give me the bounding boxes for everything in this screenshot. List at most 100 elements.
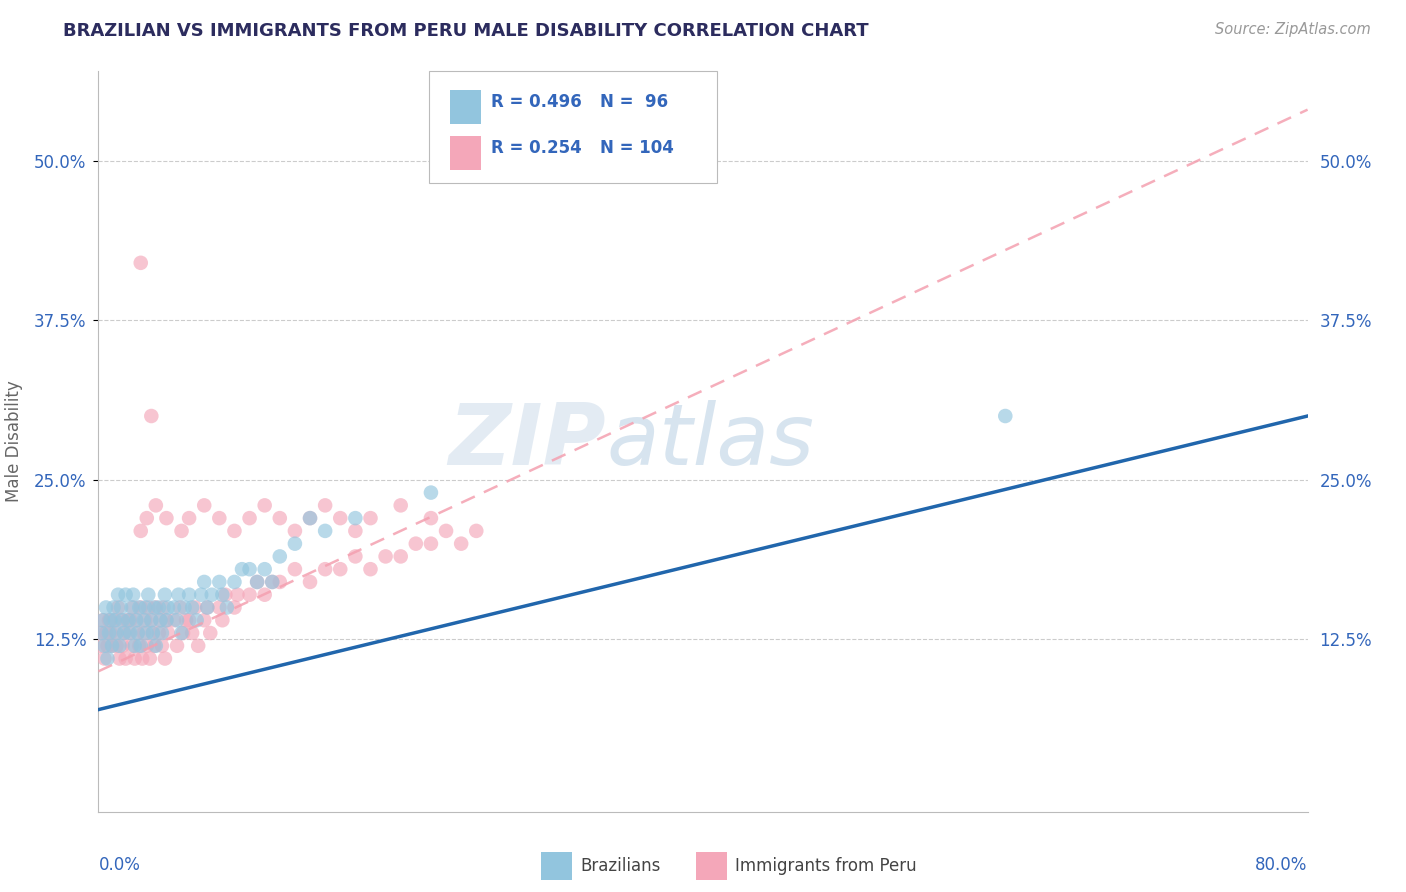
Point <box>215 600 238 615</box>
Point <box>104 626 127 640</box>
Point <box>114 651 136 665</box>
Point <box>120 613 142 627</box>
Point <box>284 536 307 550</box>
Point <box>155 613 177 627</box>
Point <box>125 613 148 627</box>
Point <box>231 562 253 576</box>
Point <box>122 588 145 602</box>
Point <box>101 639 124 653</box>
Point <box>96 639 118 653</box>
Point <box>284 562 307 576</box>
Point <box>125 613 148 627</box>
Point <box>155 613 177 627</box>
Point <box>121 639 143 653</box>
Point <box>170 524 193 538</box>
Point <box>166 639 188 653</box>
Point <box>118 613 141 627</box>
Point <box>193 499 215 513</box>
Point <box>115 613 138 627</box>
Point <box>135 626 157 640</box>
Point <box>101 639 124 653</box>
Point <box>145 639 167 653</box>
Point <box>110 613 132 627</box>
Point <box>269 511 291 525</box>
Point <box>214 588 236 602</box>
Point <box>134 600 156 615</box>
Point <box>269 574 291 589</box>
Point <box>150 626 173 640</box>
Point <box>360 562 382 576</box>
Point <box>128 639 150 653</box>
Point <box>163 613 186 627</box>
Text: N =  96: N = 96 <box>600 93 668 112</box>
Point <box>91 613 114 627</box>
Point <box>141 613 163 627</box>
Point <box>208 600 231 615</box>
Point <box>112 626 135 640</box>
Point <box>239 588 262 602</box>
Point <box>143 639 166 653</box>
Point <box>374 549 396 564</box>
Point <box>195 600 218 615</box>
Point <box>129 639 152 653</box>
Point <box>224 574 246 589</box>
Point <box>420 536 443 550</box>
Point <box>129 524 152 538</box>
Point <box>314 562 336 576</box>
Point <box>90 626 112 640</box>
Point <box>239 511 262 525</box>
Point <box>96 651 118 665</box>
Point <box>131 651 153 665</box>
Point <box>420 511 443 525</box>
Point <box>103 600 125 615</box>
Point <box>262 574 284 589</box>
Point <box>344 511 367 525</box>
Point <box>163 600 186 615</box>
Point <box>142 626 165 640</box>
Point <box>111 639 134 653</box>
Text: ZIP: ZIP <box>449 400 606 483</box>
Point <box>208 574 231 589</box>
Point <box>94 600 117 615</box>
Point <box>167 588 190 602</box>
Point <box>299 511 322 525</box>
Point <box>107 588 129 602</box>
Point <box>360 511 382 525</box>
Text: R = 0.254: R = 0.254 <box>491 139 582 157</box>
Point <box>246 574 269 589</box>
Point <box>141 409 163 423</box>
Point <box>211 588 233 602</box>
Point <box>150 639 173 653</box>
Text: Immigrants from Peru: Immigrants from Peru <box>735 857 917 875</box>
Point <box>98 626 121 640</box>
Point <box>110 600 132 615</box>
Point <box>169 600 191 615</box>
Point <box>143 600 166 615</box>
Point <box>195 600 218 615</box>
Point <box>114 588 136 602</box>
Point <box>142 626 165 640</box>
Point <box>173 600 195 615</box>
Point <box>211 613 233 627</box>
Point <box>299 511 322 525</box>
Point <box>124 651 146 665</box>
Point <box>141 613 163 627</box>
Point <box>314 499 336 513</box>
Point <box>253 588 276 602</box>
Point <box>127 626 149 640</box>
Point <box>100 626 122 640</box>
Point <box>135 639 157 653</box>
Point <box>129 600 152 615</box>
Point <box>93 639 115 653</box>
Point <box>201 588 224 602</box>
Point <box>111 613 134 627</box>
Point <box>224 524 246 538</box>
Point <box>434 524 457 538</box>
Point <box>127 626 149 640</box>
Point <box>389 549 412 564</box>
Point <box>208 511 231 525</box>
Point <box>107 600 129 615</box>
Point <box>994 409 1017 423</box>
Point <box>172 626 194 640</box>
Point <box>190 588 212 602</box>
